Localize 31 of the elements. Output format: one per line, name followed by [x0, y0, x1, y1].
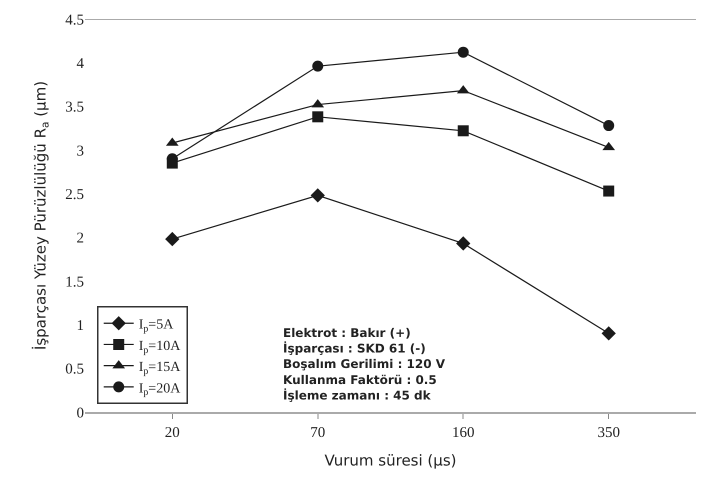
legend-label: I$_{p}$=10A [138, 338, 182, 356]
x-tick-label: 70 [310, 425, 326, 441]
x-tick-label: 350 [597, 425, 620, 441]
y-tick-label: 4 [76, 56, 84, 72]
point [165, 232, 180, 246]
point [312, 111, 324, 122]
point [458, 125, 469, 136]
point [310, 188, 325, 203]
y-tick-label: 2.5 [65, 186, 84, 203]
y-tick-label: 2 [76, 230, 84, 247]
point [602, 326, 616, 341]
x-tick-label: 20 [164, 425, 180, 441]
point [603, 120, 614, 132]
x-tick-label: 160 [452, 425, 474, 441]
y-tick-label: 0 [76, 405, 84, 422]
annotation: Elektrot : Bakır (+) İşparçası : SKD 61 (-) Boşalım Gerilimi : 120 V Kullanma Faktörü : 0.5 İşleme zamanı : 45 dk [283, 326, 446, 402]
y-tick-label: 1.5 [65, 274, 84, 290]
legend-label: I$_{p}$=20A [138, 381, 182, 398]
legend-label: I$_{p}$=15A [138, 360, 182, 378]
y-tick-label: 1 [76, 318, 84, 334]
x-axis-title: Vurum süresi (μs) [324, 452, 457, 470]
y-tick-label: 0.5 [65, 362, 84, 378]
y-tick-label: 3.5 [65, 100, 84, 116]
y-tick-label: 4.5 [65, 12, 84, 28]
y-tick-label: 3 [76, 143, 84, 160]
point [166, 158, 178, 169]
point [603, 186, 614, 197]
legend-label: I$_{p}$=5A [138, 318, 174, 335]
point [312, 60, 324, 72]
point [458, 46, 469, 58]
point [456, 236, 470, 251]
